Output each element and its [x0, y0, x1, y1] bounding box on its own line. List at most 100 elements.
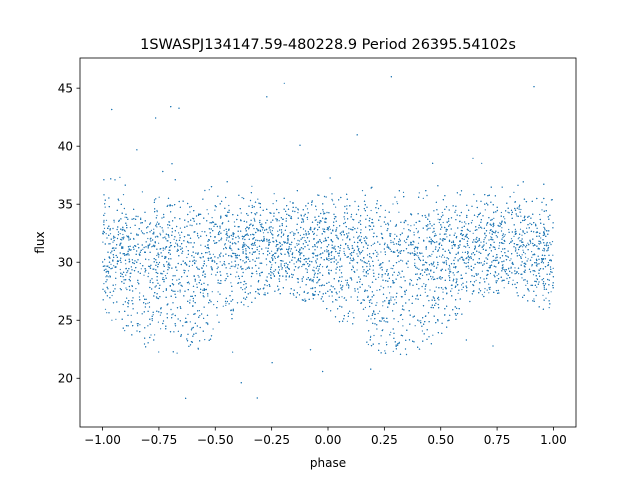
data-point	[103, 283, 105, 285]
data-point	[503, 287, 505, 289]
data-point	[297, 209, 299, 211]
data-point	[457, 292, 459, 294]
data-point	[156, 214, 158, 217]
data-point	[255, 214, 257, 216]
data-point	[211, 217, 213, 219]
data-point	[418, 320, 420, 322]
data-point	[106, 312, 108, 314]
data-point	[201, 230, 203, 233]
data-point	[509, 259, 511, 262]
data-point	[346, 320, 348, 322]
data-point	[484, 288, 486, 290]
data-point	[392, 350, 394, 352]
data-point	[197, 274, 199, 277]
data-point	[368, 263, 371, 265]
data-point	[485, 242, 487, 244]
data-point	[277, 289, 279, 291]
data-point	[251, 204, 253, 207]
data-point	[430, 255, 432, 257]
data-point	[159, 232, 161, 234]
data-point	[207, 213, 209, 215]
data-point	[457, 259, 459, 261]
data-point	[472, 157, 474, 159]
data-point	[389, 301, 391, 303]
data-point	[532, 274, 535, 276]
data-point	[543, 226, 545, 228]
data-point	[189, 211, 191, 213]
data-point	[377, 259, 379, 261]
data-point	[245, 268, 247, 271]
data-point	[151, 320, 153, 322]
data-point	[336, 235, 338, 237]
data-point	[402, 325, 404, 327]
data-point	[179, 291, 181, 293]
data-point	[422, 274, 424, 276]
data-point	[525, 284, 527, 286]
data-point	[526, 227, 528, 229]
data-point	[377, 253, 379, 255]
data-point	[436, 266, 438, 268]
data-point	[139, 292, 141, 294]
data-point	[360, 238, 362, 240]
data-point	[527, 242, 529, 244]
data-point	[490, 236, 492, 238]
data-point	[125, 287, 127, 289]
data-point	[421, 330, 423, 332]
data-point	[361, 190, 364, 192]
data-point	[113, 221, 115, 223]
data-point	[500, 251, 502, 253]
data-point	[352, 312, 354, 314]
data-point	[297, 212, 299, 214]
data-point	[275, 245, 277, 247]
data-point	[147, 237, 149, 240]
data-point	[334, 245, 336, 247]
data-point	[480, 241, 482, 243]
data-point	[390, 331, 392, 333]
data-point	[281, 231, 283, 233]
data-point	[179, 227, 181, 229]
data-point	[499, 222, 501, 224]
data-point	[317, 281, 319, 283]
data-point	[438, 221, 440, 224]
data-point	[191, 264, 193, 266]
data-point	[413, 224, 415, 226]
data-point	[489, 286, 491, 288]
data-point	[352, 265, 354, 267]
data-point	[139, 262, 141, 265]
data-point	[111, 319, 113, 321]
data-point	[379, 267, 381, 269]
data-point	[242, 289, 244, 291]
data-point	[483, 239, 485, 241]
data-point	[432, 334, 434, 336]
data-point	[513, 191, 515, 193]
data-point	[271, 250, 273, 252]
data-point	[531, 251, 533, 253]
data-point	[417, 242, 420, 244]
data-point	[277, 230, 279, 232]
data-point	[439, 255, 441, 257]
data-point	[338, 281, 340, 283]
data-point	[164, 275, 167, 277]
data-point	[417, 232, 419, 234]
data-point	[104, 206, 106, 208]
data-point	[394, 299, 396, 301]
data-point	[345, 284, 348, 286]
data-point	[484, 209, 486, 211]
data-point	[426, 225, 428, 228]
data-point	[278, 241, 280, 243]
data-point	[103, 227, 106, 229]
data-point	[229, 267, 231, 269]
data-point	[158, 196, 160, 198]
data-point	[407, 266, 409, 268]
data-point	[520, 240, 522, 242]
data-point	[496, 274, 498, 277]
data-point	[266, 285, 268, 287]
data-point	[296, 243, 298, 245]
data-point	[477, 241, 479, 243]
data-point	[367, 343, 369, 346]
data-point	[335, 206, 337, 208]
data-point	[124, 330, 126, 332]
data-point	[535, 281, 538, 283]
data-point	[178, 232, 180, 234]
